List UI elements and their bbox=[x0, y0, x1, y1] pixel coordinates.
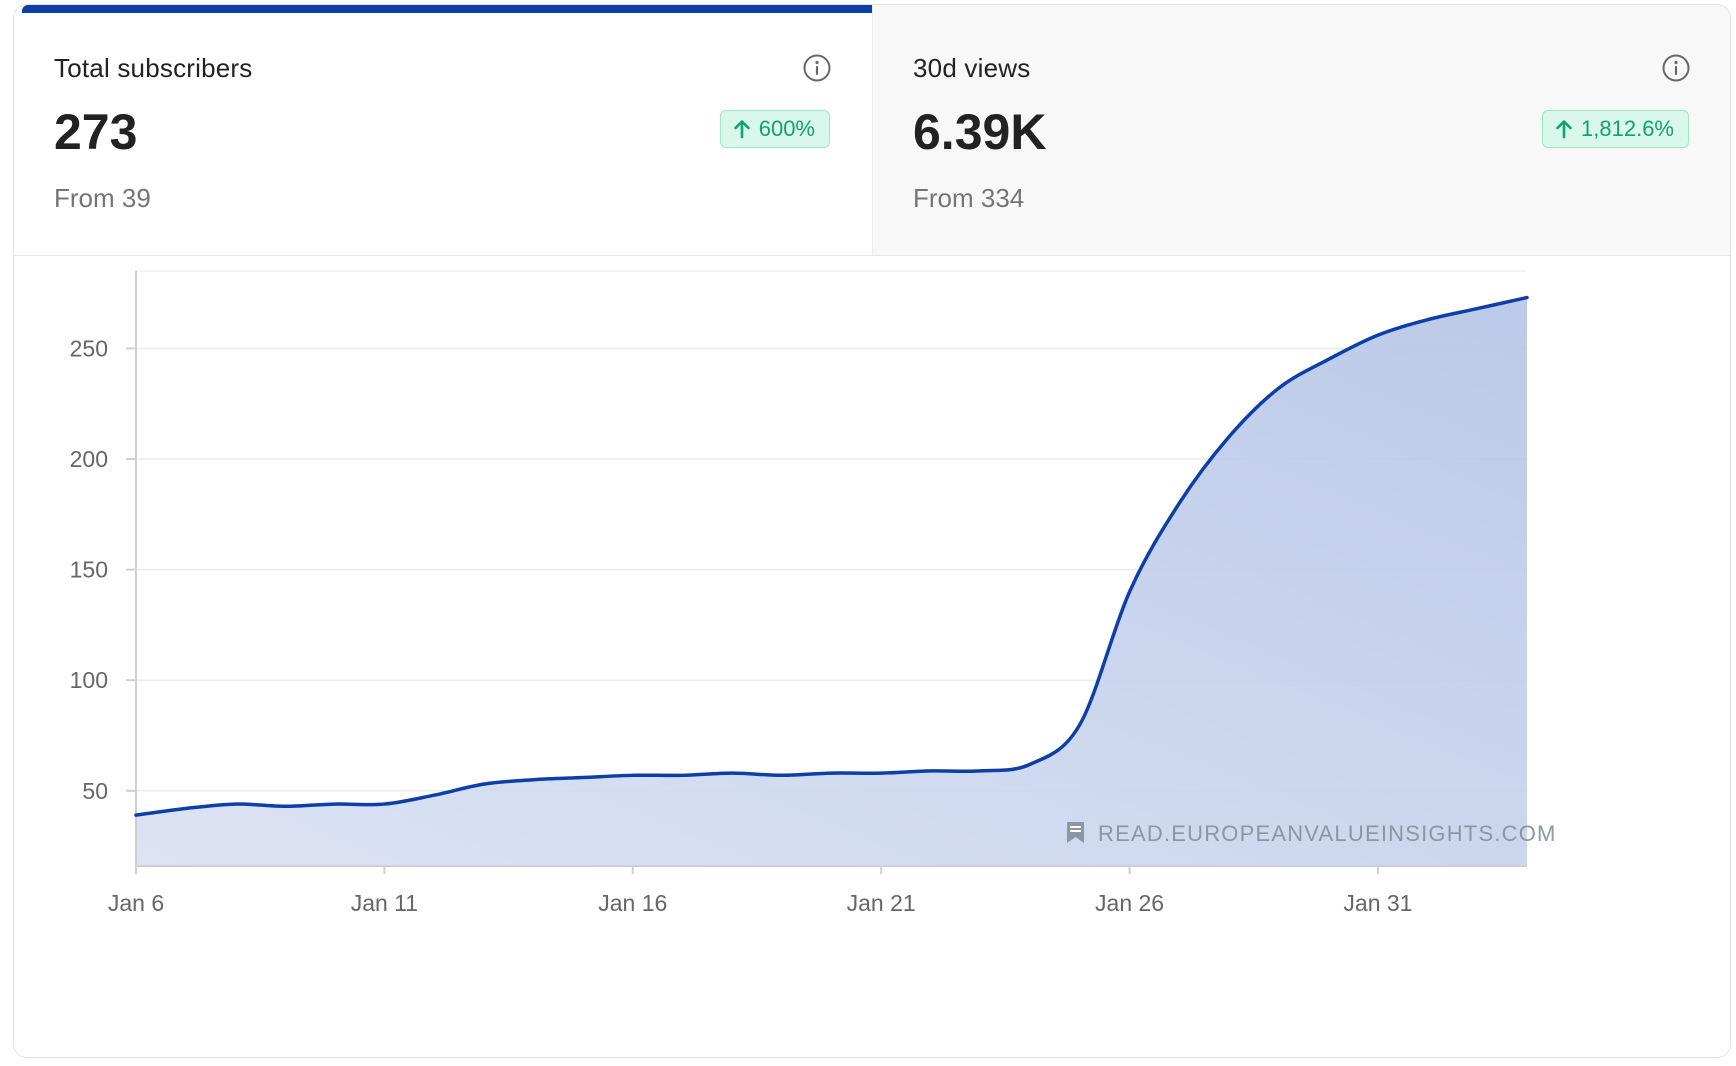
active-tab-indicator bbox=[22, 5, 872, 13]
stats-header: Total subscribers 273 From 39 600% 30d v… bbox=[14, 5, 1730, 256]
data-point-jan-29 bbox=[1276, 385, 1282, 391]
stat-label: Total subscribers bbox=[54, 53, 253, 83]
data-point-jan-20 bbox=[829, 770, 835, 776]
stat-30d-views[interactable]: 30d views 6.39K From 334 1,812.6% bbox=[872, 5, 1730, 255]
data-point-jan-17 bbox=[679, 772, 685, 778]
data-point-jan-7 bbox=[183, 805, 189, 811]
data-point-feb-2 bbox=[1474, 306, 1480, 312]
data-point-jan-21 bbox=[878, 770, 884, 776]
data-point-jan-24 bbox=[1027, 761, 1033, 767]
change-value: 600% bbox=[758, 116, 815, 141]
data-point-jan-12 bbox=[431, 792, 437, 798]
data-point-jan-16 bbox=[630, 772, 636, 778]
data-point-jan-19 bbox=[779, 772, 785, 778]
x-tick-label: Jan 6 bbox=[108, 890, 164, 916]
data-point-jan-11 bbox=[381, 801, 387, 807]
watermark-text: READ.EUROPEANVALUEINSIGHTS.COM bbox=[1098, 821, 1557, 846]
watermark: READ.EUROPEANVALUEINSIGHTS.COM bbox=[1067, 821, 1557, 846]
series-area bbox=[136, 297, 1527, 867]
data-point-jan-23 bbox=[978, 768, 984, 774]
x-tick-label: Jan 26 bbox=[1095, 890, 1164, 916]
arrow-up-icon bbox=[733, 120, 750, 139]
data-point-jan-9 bbox=[282, 803, 288, 809]
data-point-jan-25 bbox=[1077, 721, 1083, 727]
data-point-feb-1 bbox=[1425, 317, 1431, 323]
data-point-jan-13 bbox=[481, 781, 487, 787]
data-point-jan-28 bbox=[1226, 434, 1232, 440]
x-tick-label: Jan 16 bbox=[598, 890, 667, 916]
y-tick-label: 50 bbox=[82, 778, 108, 804]
stat-from: From 334 bbox=[913, 183, 1025, 213]
bookmark-icon bbox=[1067, 822, 1084, 843]
data-point-jan-27 bbox=[1176, 500, 1182, 506]
y-tick-label: 150 bbox=[70, 557, 108, 583]
data-point-jan-10 bbox=[332, 801, 338, 807]
y-tick-label: 200 bbox=[70, 446, 108, 472]
data-point-jan-26 bbox=[1127, 589, 1133, 595]
data-point-jan-31 bbox=[1375, 332, 1381, 338]
y-tick-label: 250 bbox=[70, 335, 108, 361]
change-badge: 1,812.6% bbox=[1542, 110, 1689, 148]
info-icon[interactable] bbox=[802, 53, 832, 83]
info-icon[interactable] bbox=[1661, 53, 1691, 83]
x-tick-label: Jan 31 bbox=[1343, 890, 1412, 916]
data-point-feb-3 bbox=[1524, 295, 1530, 301]
x-axis-ticks: Jan 6 Jan 11 Jan 16 Jan 21 Jan 26 Jan 31 bbox=[108, 866, 1412, 916]
stat-total-subscribers[interactable]: Total subscribers 273 From 39 600% bbox=[14, 5, 872, 255]
x-tick-label: Jan 21 bbox=[847, 890, 916, 916]
x-tick-label: Jan 11 bbox=[351, 890, 418, 916]
y-tick-label: 100 bbox=[70, 667, 108, 693]
data-point-jan-30 bbox=[1325, 356, 1331, 362]
data-point-jan-22 bbox=[928, 768, 934, 774]
stat-value: 273 bbox=[54, 104, 138, 160]
series-line bbox=[134, 295, 1529, 817]
arrow-up-icon bbox=[1556, 120, 1572, 139]
data-point-jan-8 bbox=[232, 801, 238, 807]
stat-label: 30d views bbox=[913, 53, 1031, 83]
data-point-jan-15 bbox=[580, 775, 586, 781]
stat-value: 6.39K bbox=[913, 104, 1047, 160]
data-point-jan-18 bbox=[729, 770, 735, 776]
axes bbox=[135, 271, 1527, 867]
data-point-jan-6 bbox=[133, 812, 139, 818]
subscribers-card: Total subscribers 273 From 39 600% 30d v… bbox=[13, 4, 1731, 1058]
data-point-jan-14 bbox=[530, 777, 536, 783]
change-value: 1,812.6% bbox=[1581, 116, 1674, 141]
change-badge: 600% bbox=[719, 110, 830, 148]
stat-from: From 39 bbox=[54, 183, 151, 213]
y-axis-ticks: 50 100 150 200 250 bbox=[70, 335, 136, 804]
